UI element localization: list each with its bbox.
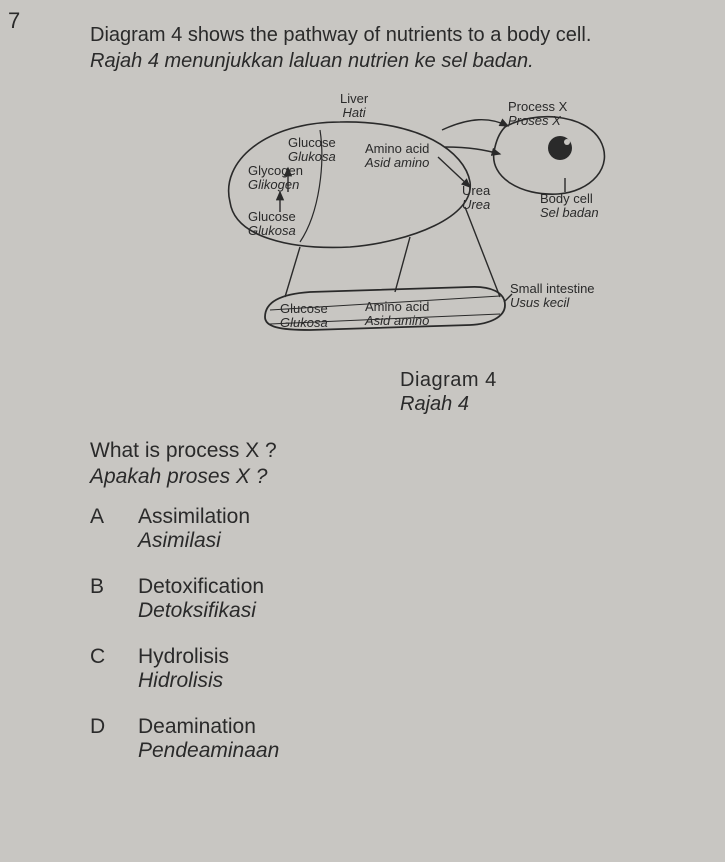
label-urea: UreaUrea bbox=[462, 184, 490, 211]
label-glycogen: GlycogenGlikogen bbox=[248, 164, 303, 191]
page: 7 Diagram 4 shows the pathway of nutrien… bbox=[0, 0, 725, 862]
option-en: Assimilation bbox=[138, 505, 250, 528]
option-letter: A bbox=[90, 505, 138, 529]
label-amino-top: Amino acidAsid amino bbox=[365, 142, 429, 169]
nucleus-highlight bbox=[564, 139, 570, 145]
arrow bbox=[465, 207, 500, 297]
diagram-caption: Diagram 4 Rajah 4 bbox=[400, 368, 705, 416]
sub-question: What is process X ? Apakah proses X ? bbox=[90, 438, 705, 491]
label-glucose-top: GlucoseGlukosa bbox=[288, 136, 336, 163]
label-processx: Process XProses X bbox=[508, 100, 567, 127]
label-amino-si: Amino acidAsid amino bbox=[365, 300, 429, 327]
label-bodycell: Body cellSel badan bbox=[540, 192, 599, 219]
arrow bbox=[395, 237, 410, 292]
diagram: LiverHati Process XProses X GlucoseGluko… bbox=[170, 92, 670, 362]
caption-en: Diagram 4 bbox=[400, 369, 497, 391]
option-d[interactable]: D Deamination Pendeaminaan bbox=[90, 715, 705, 763]
option-ms: Asimilasi bbox=[138, 529, 250, 553]
option-letter: C bbox=[90, 645, 138, 669]
label-glucose-low: GlucoseGlukosa bbox=[248, 210, 296, 237]
option-en: Detoxification bbox=[138, 575, 264, 598]
option-c[interactable]: C Hydrolisis Hidrolisis bbox=[90, 645, 705, 693]
option-ms: Detoksifikasi bbox=[138, 599, 264, 623]
caption-ms: Rajah 4 bbox=[400, 392, 705, 416]
bodycell-outline bbox=[494, 117, 605, 194]
label-glucose-si: GlucoseGlukosa bbox=[280, 302, 328, 329]
stem-en: Diagram 4 shows the pathway of nutrients… bbox=[90, 24, 591, 46]
option-en: Hydrolisis bbox=[138, 645, 229, 668]
options-list: A Assimilation Asimilasi B Detoxificatio… bbox=[90, 505, 705, 763]
subq-en: What is process X ? bbox=[90, 439, 277, 462]
arrow bbox=[442, 120, 508, 130]
arrow bbox=[285, 247, 300, 297]
stem-ms: Rajah 4 menunjukkan laluan nutrien ke se… bbox=[90, 50, 534, 72]
option-ms: Hidrolisis bbox=[138, 669, 229, 693]
question-number: 7 bbox=[8, 8, 20, 34]
option-letter: D bbox=[90, 715, 138, 739]
option-ms: Pendeaminaan bbox=[138, 739, 279, 763]
option-a[interactable]: A Assimilation Asimilasi bbox=[90, 505, 705, 553]
option-letter: B bbox=[90, 575, 138, 599]
question-stem: Diagram 4 shows the pathway of nutrients… bbox=[90, 22, 705, 74]
label-liver: LiverHati bbox=[340, 92, 368, 119]
subq-ms: Apakah proses X ? bbox=[90, 464, 705, 490]
option-en: Deamination bbox=[138, 715, 256, 738]
label-small-intestine: Small intestineUsus kecil bbox=[510, 282, 595, 309]
option-b[interactable]: B Detoxification Detoksifikasi bbox=[90, 575, 705, 623]
